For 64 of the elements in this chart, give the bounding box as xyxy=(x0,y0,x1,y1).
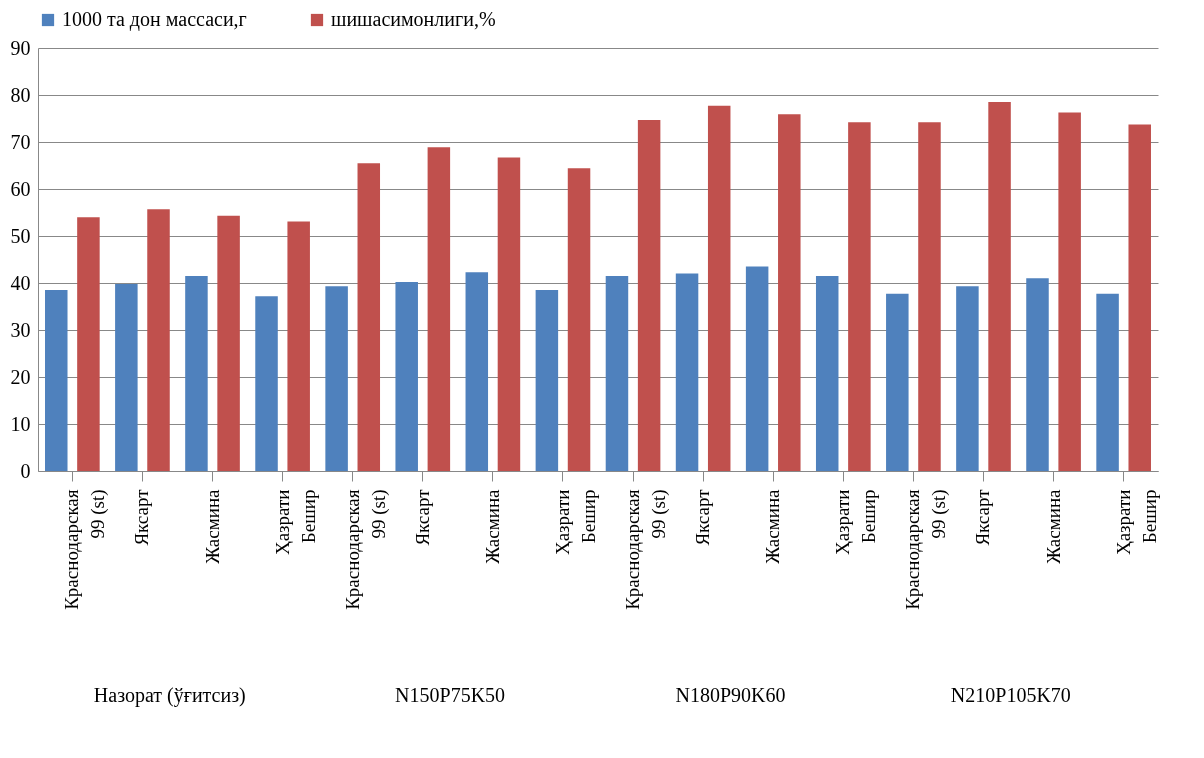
x-tick-label: Яксарт xyxy=(692,488,714,546)
bar xyxy=(77,217,100,471)
y-tick-label: 0 xyxy=(20,459,31,482)
bar xyxy=(535,290,559,471)
y-tick-label: 80 xyxy=(10,83,31,106)
x-tick-label: Ҳазрати Бешир xyxy=(832,489,880,556)
x-tick-label: Жасмина xyxy=(201,488,223,564)
x-tick-label: Яксарт xyxy=(972,488,994,546)
bar xyxy=(465,272,489,471)
y-tick-label: 40 xyxy=(10,271,31,294)
bar xyxy=(357,163,381,471)
bar xyxy=(287,221,310,471)
text: N180P90K60 xyxy=(675,684,786,706)
bar xyxy=(1026,278,1049,471)
bar xyxy=(255,296,278,471)
x-tick-label: Яксарт xyxy=(131,488,153,546)
x-tick-label: Ҳазрати Бешир xyxy=(551,489,599,556)
x-tick-label: Краснодарская 99 (st) xyxy=(341,489,390,610)
text: N210P105K70 xyxy=(950,684,1071,706)
bar xyxy=(497,157,521,471)
bar xyxy=(778,114,801,471)
bar xyxy=(217,215,240,471)
bar xyxy=(605,275,629,471)
y-tick-label: 60 xyxy=(10,177,31,200)
bar xyxy=(427,147,451,471)
y-tick-label: 10 xyxy=(10,412,31,435)
bar xyxy=(115,283,138,471)
bar xyxy=(185,275,208,471)
bar xyxy=(848,122,871,471)
x-tick-label: Жасмина xyxy=(1042,488,1064,564)
bar xyxy=(707,105,731,471)
y-tick-label: 30 xyxy=(10,318,31,341)
bar xyxy=(395,282,418,471)
bar xyxy=(956,286,979,471)
x-tick-label: Яксарт xyxy=(411,488,433,546)
bar xyxy=(745,266,769,471)
x-tick-label: Ҳазрати Бешир xyxy=(1112,489,1160,556)
bar xyxy=(1058,112,1081,471)
bar xyxy=(45,290,68,471)
text: Назорат (ўғитсиз) xyxy=(93,684,246,707)
bar xyxy=(325,286,348,471)
text: N150P75K50 xyxy=(395,684,506,706)
y-tick-label: 50 xyxy=(10,224,31,247)
bar xyxy=(675,273,699,471)
bar xyxy=(637,119,661,471)
x-tick-label: Краснодарская 99 (st) xyxy=(61,489,110,610)
y-tick-label: 20 xyxy=(10,365,31,388)
x-tick-label: Ҳазрати Бешир xyxy=(271,489,319,556)
y-tick-label: 70 xyxy=(10,130,31,153)
legend-label: 1000 та дон массаси,г xyxy=(62,8,247,31)
x-tick-label: Жасмина xyxy=(481,488,503,564)
bar xyxy=(988,102,1011,471)
bar xyxy=(815,275,839,471)
x-tick-label: Краснодарская 99 (st) xyxy=(902,489,951,610)
bar xyxy=(1096,293,1119,471)
x-tick-label: Жасмина xyxy=(762,488,784,564)
bar xyxy=(147,209,170,471)
bar xyxy=(886,293,909,471)
x-tick-label: Краснодарская 99 (st) xyxy=(622,489,671,610)
bar xyxy=(1128,124,1151,471)
y-tick-label: 90 xyxy=(10,36,31,59)
bar xyxy=(918,122,941,471)
bar xyxy=(567,168,591,471)
legend-label: шишасимонлиги,% xyxy=(331,8,496,30)
